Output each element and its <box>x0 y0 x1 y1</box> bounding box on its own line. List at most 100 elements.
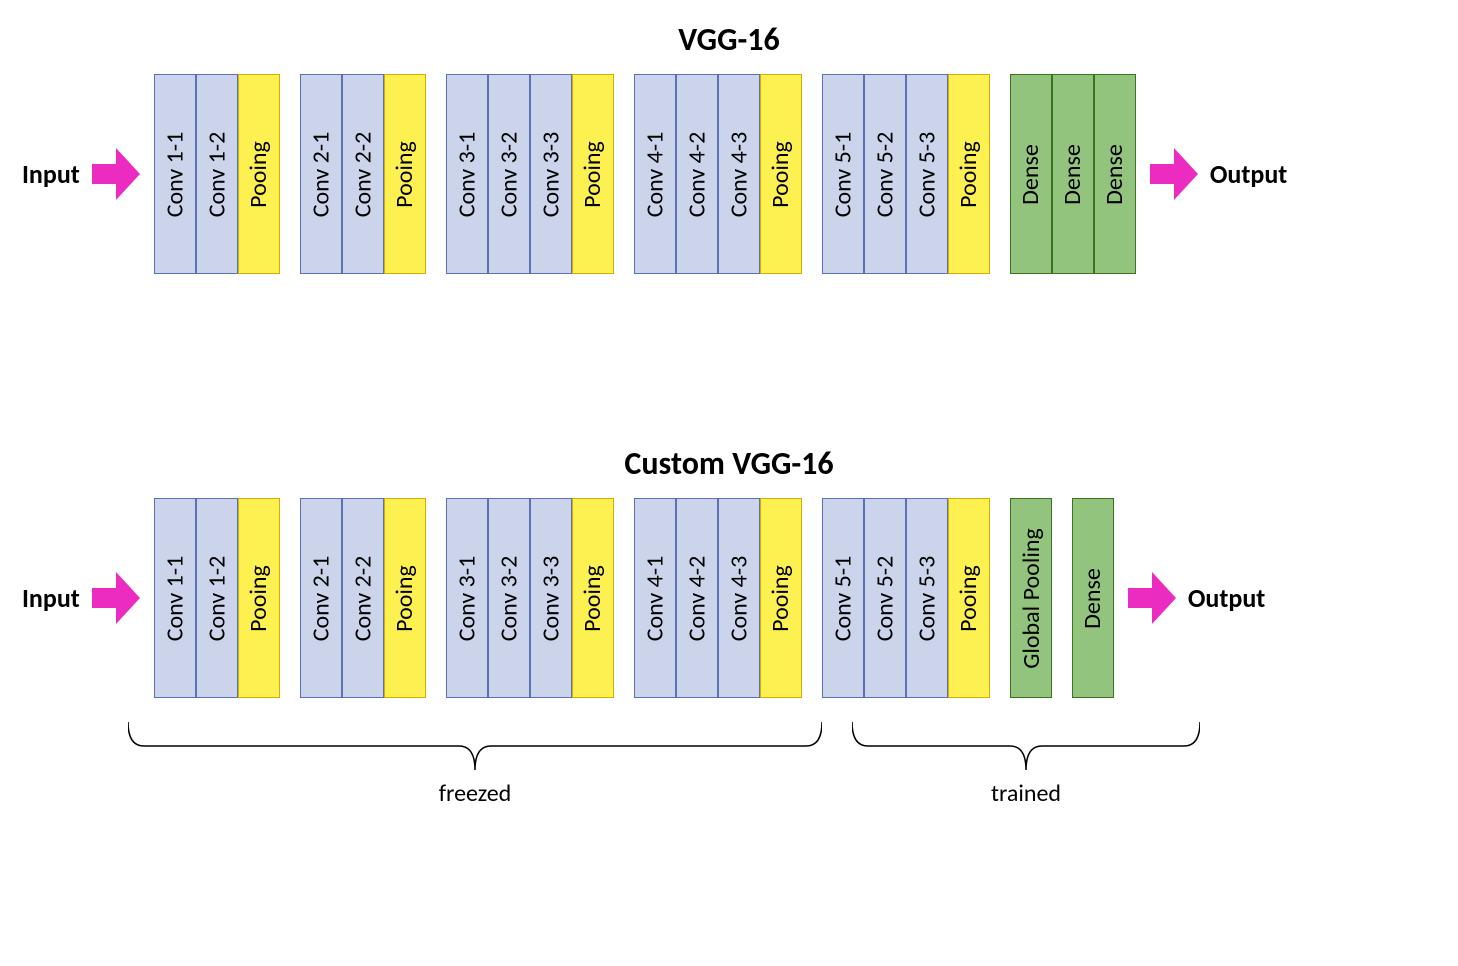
layer-label: Pooing <box>244 565 273 632</box>
brace-icon <box>852 722 1200 775</box>
layer-label: Conv 1-1 <box>160 131 189 217</box>
conv-layer: Conv 3-2 <box>488 74 530 274</box>
layer-label: Conv 5-3 <box>912 555 941 641</box>
layer-label: Conv 4-1 <box>640 555 669 641</box>
conv-layer: Conv 2-1 <box>300 498 342 698</box>
diagram-container: VGG-16 Input Conv 1-1Conv 1-2PooingConv … <box>0 0 1458 966</box>
output-label-2: Output <box>1188 582 1265 614</box>
layer-label: Conv 4-2 <box>682 555 711 641</box>
conv-layer: Conv 3-3 <box>530 498 572 698</box>
dense-layer: Dense <box>1072 498 1114 698</box>
conv-layer: Conv 5-1 <box>822 74 864 274</box>
layer-label: Pooing <box>244 141 273 208</box>
block-group: Conv 5-1 Conv 5-2 Conv 5-3 Pooing <box>822 74 990 274</box>
conv-layer: Conv 4-1 <box>634 74 676 274</box>
layer-label: Pooing <box>578 565 607 632</box>
conv-layer: Conv 2-2 <box>342 74 384 274</box>
layer-label: Conv 3-3 <box>536 131 565 217</box>
arch1-title: VGG-16 <box>0 20 1458 59</box>
pool-layer: Pooing <box>948 74 990 274</box>
brace-icon <box>128 722 822 775</box>
conv-layer: Conv 2-1 <box>300 74 342 274</box>
block-group: Conv 4-1 Conv 4-2 Conv 4-3 Pooing <box>634 498 802 698</box>
conv-layer: Conv 4-2 <box>676 74 718 274</box>
layer-label: Conv 3-1 <box>452 555 481 641</box>
layer-label: Conv 5-2 <box>870 131 899 217</box>
layer-label: Conv 4-3 <box>724 131 753 217</box>
brace-group: freezed <box>128 722 822 808</box>
arch2-groups: Conv 1-1 Conv 1-2 Pooing Conv 2-1 Conv 2-2 Po… <box>144 498 1124 698</box>
conv-layer: Conv 4-2 <box>676 498 718 698</box>
conv-layer: Conv 5-2 <box>864 498 906 698</box>
input-label-2: Input <box>22 582 80 614</box>
conv-layer: Conv 3-3 <box>530 74 572 274</box>
block-group: Dense <box>1072 498 1114 698</box>
block-group: Conv 3-1 Conv 3-2Conv 3-3Pooing <box>446 498 614 698</box>
block-group: Global Pooling <box>1010 498 1052 698</box>
conv-layer: Conv 1-1 <box>154 498 196 698</box>
pool-layer: Pooing <box>760 74 802 274</box>
layer-label: Conv 2-1 <box>306 555 335 641</box>
pool-layer: Pooing <box>760 498 802 698</box>
layer-label: Conv 5-2 <box>870 555 899 641</box>
layer-label: Pooing <box>766 565 795 632</box>
layer-label: Conv 3-2 <box>494 555 523 641</box>
layer-label: Conv 1-1 <box>160 555 189 641</box>
conv-layer: Conv 4-1 <box>634 498 676 698</box>
brace-group: trained <box>852 722 1200 808</box>
layer-label: Conv 2-2 <box>348 555 377 641</box>
layer-label: Conv 1-2 <box>202 131 231 217</box>
dense-layer: Global Pooling <box>1010 498 1052 698</box>
layer-label: Conv 4-3 <box>724 555 753 641</box>
conv-layer: Conv 4-3 <box>718 498 760 698</box>
pool-layer: Pooing <box>238 74 280 274</box>
block-group: Conv 2-1Conv 2-2Pooing <box>300 74 426 274</box>
layer-label: Pooing <box>766 141 795 208</box>
conv-layer: Conv 4-3 <box>718 74 760 274</box>
dense-layer: Dense <box>1094 74 1136 274</box>
conv-layer: Conv 1-2 <box>196 498 238 698</box>
layer-label: Pooing <box>954 141 983 208</box>
layer-label: Conv 5-3 <box>912 131 941 217</box>
layer-label: Dense <box>1100 144 1129 205</box>
conv-layer: Conv 3-1 <box>446 74 488 274</box>
layer-label: Dense <box>1016 144 1045 205</box>
pool-layer: Pooing <box>572 74 614 274</box>
output-arrow-icon-2 <box>1128 572 1176 624</box>
conv-layer: Conv 5-3 <box>906 74 948 274</box>
layer-label: Dense <box>1058 144 1087 205</box>
layer-label: Conv 3-2 <box>494 131 523 217</box>
layer-label: Conv 4-1 <box>640 131 669 217</box>
block-group: Conv 3-1 Conv 3-2 Conv 3-3Pooing <box>446 74 614 274</box>
block-group: Conv 2-1 Conv 2-2 Pooing <box>300 498 426 698</box>
arch2-title: Custom VGG-16 <box>0 444 1458 483</box>
arch1-row: Input Conv 1-1Conv 1-2PooingConv 2-1Conv… <box>14 74 1295 274</box>
layer-label: Pooing <box>390 565 419 632</box>
block-group: Conv 5-1 Conv 5-2 Conv 5-3 Pooing <box>822 498 990 698</box>
output-label: Output <box>1210 158 1287 190</box>
layer-label: Dense <box>1078 568 1107 629</box>
conv-layer: Conv 5-2 <box>864 74 906 274</box>
block-group: Conv 1-1 Conv 1-2 Pooing <box>154 74 280 274</box>
layer-label: Conv 3-1 <box>452 131 481 217</box>
input-label: Input <box>22 158 80 190</box>
input-arrow-icon-2 <box>92 572 140 624</box>
arch2-row: Input Conv 1-1Conv 1-2PooingConv 2-1Conv… <box>14 498 1273 698</box>
layer-label: Pooing <box>954 565 983 632</box>
conv-layer: Conv 1-1 <box>154 74 196 274</box>
block-group: Dense Dense Dense <box>1010 74 1136 274</box>
layer-label: Conv 2-1 <box>306 131 335 217</box>
layer-label: Conv 5-1 <box>828 131 857 217</box>
brace-label: freezed <box>128 779 822 808</box>
conv-layer: Conv 5-1 <box>822 498 864 698</box>
arch1-groups: Conv 1-1Conv 1-2PooingConv 2-1Conv 2-2Po… <box>144 74 1146 274</box>
brace-label: trained <box>852 779 1200 808</box>
pool-layer: Pooing <box>948 498 990 698</box>
pool-layer: Pooing <box>238 498 280 698</box>
conv-layer: Conv 2-2 <box>342 498 384 698</box>
block-group: Conv 1-1 Conv 1-2 Pooing <box>154 498 280 698</box>
layer-label: Conv 5-1 <box>828 555 857 641</box>
layer-label: Global Pooling <box>1016 528 1045 669</box>
layer-label: Conv 1-2 <box>202 555 231 641</box>
conv-layer: Conv 5-3 <box>906 498 948 698</box>
